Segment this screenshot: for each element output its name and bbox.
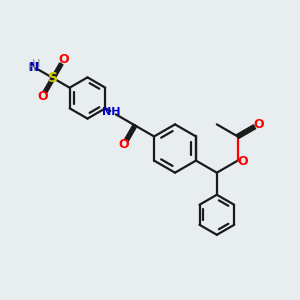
Text: S: S xyxy=(48,71,58,85)
Text: H: H xyxy=(27,63,36,73)
Text: H: H xyxy=(32,58,40,68)
Text: O: O xyxy=(118,138,129,151)
Text: O: O xyxy=(238,155,248,168)
Text: O: O xyxy=(58,53,69,66)
Text: NH: NH xyxy=(102,107,121,117)
Text: N: N xyxy=(29,61,39,74)
Text: O: O xyxy=(254,118,264,131)
Text: O: O xyxy=(37,90,48,103)
